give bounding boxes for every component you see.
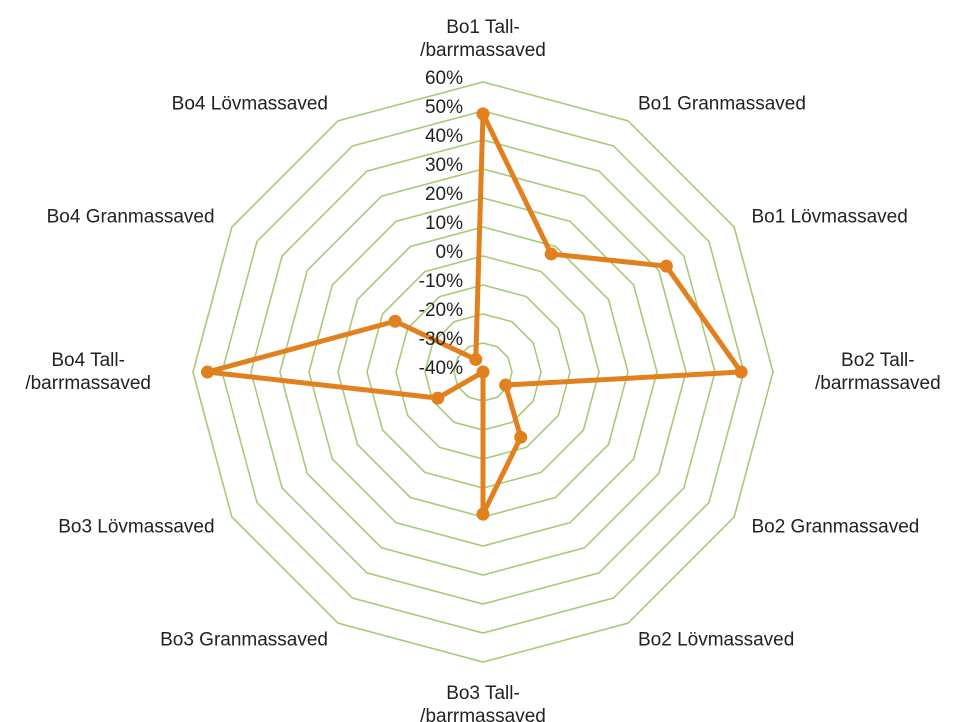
grid-ring bbox=[192, 81, 774, 663]
marker bbox=[734, 365, 748, 379]
grid-ring bbox=[308, 197, 658, 547]
marker bbox=[431, 391, 445, 405]
category-label: Bo3 Granmassaved bbox=[160, 629, 328, 651]
category-label: Bo1 Granmassaved bbox=[638, 93, 806, 115]
category-label: Bo4 Lövmassaved bbox=[171, 93, 328, 115]
grid-ring bbox=[250, 139, 716, 605]
marker bbox=[469, 352, 483, 366]
category-label: Bo2 Tall- /barrmassaved bbox=[815, 350, 941, 394]
axis-tick-label: 10% bbox=[424, 213, 463, 234]
axis-tick-label: 40% bbox=[424, 126, 463, 147]
marker bbox=[499, 378, 513, 392]
marker bbox=[476, 107, 490, 121]
category-label: Bo2 Granmassaved bbox=[751, 516, 920, 538]
marker bbox=[476, 365, 490, 379]
category-label: Bo4 Granmassaved bbox=[46, 206, 215, 228]
category-label: Bo1 Tall- /barrmassaved bbox=[420, 17, 546, 61]
axis-tick-label: 30% bbox=[424, 155, 463, 176]
axis-tick-label: 20% bbox=[424, 184, 463, 205]
series-line bbox=[205, 111, 744, 517]
category-label: Bo2 Lövmassaved bbox=[638, 629, 795, 651]
marker bbox=[659, 259, 673, 273]
axis-tick-label: 60% bbox=[424, 68, 463, 89]
category-label: Bo3 Tall- /barrmassaved bbox=[420, 683, 546, 722]
category-label: Bo1 Lövmassaved bbox=[751, 206, 908, 228]
grid-ring bbox=[279, 168, 687, 576]
axis-tick-label: 0% bbox=[435, 242, 463, 263]
marker bbox=[476, 507, 490, 521]
axis-tick-label: -30% bbox=[418, 329, 463, 350]
marker bbox=[388, 314, 402, 328]
axis-tick-label: -10% bbox=[418, 271, 463, 292]
axis-tick-label: -40% bbox=[418, 358, 463, 379]
marker bbox=[201, 365, 214, 379]
category-label: Bo3 Lövmassaved bbox=[58, 516, 215, 538]
marker bbox=[514, 430, 528, 444]
category-label: Bo4 Tall- /barrmassaved bbox=[25, 350, 151, 394]
marker bbox=[544, 247, 558, 261]
axis-tick-label: 50% bbox=[424, 97, 463, 118]
grid-ring bbox=[221, 110, 745, 634]
axis-tick-label: -20% bbox=[418, 300, 463, 321]
